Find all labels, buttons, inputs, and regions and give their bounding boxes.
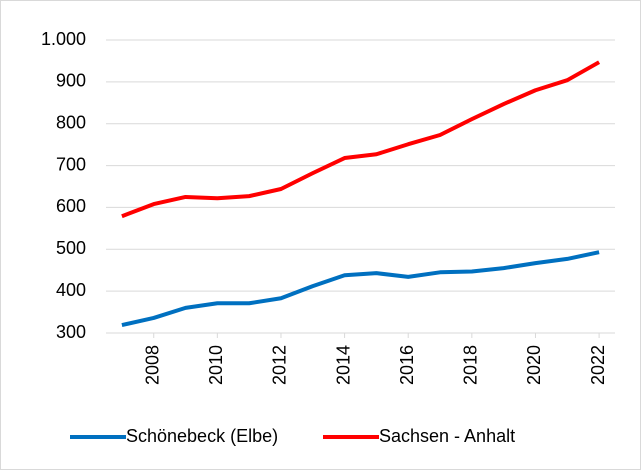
x-tick-label: 2014 bbox=[333, 345, 353, 385]
x-tick-label: 2010 bbox=[206, 345, 226, 385]
x-tick-label: 2012 bbox=[270, 345, 290, 385]
y-tick-label: 900 bbox=[56, 71, 86, 91]
x-tick-label: 2008 bbox=[142, 345, 162, 385]
legend-label: Schönebeck (Elbe) bbox=[126, 426, 278, 446]
x-tick-label: 2018 bbox=[461, 345, 481, 385]
y-tick-label: 300 bbox=[56, 322, 86, 342]
x-tick-label: 2020 bbox=[524, 345, 544, 385]
y-tick-label: 600 bbox=[56, 196, 86, 216]
y-tick-label: 500 bbox=[56, 238, 86, 258]
series-line bbox=[121, 60, 601, 219]
x-tick-label: 2016 bbox=[397, 345, 417, 385]
y-tick-label: 400 bbox=[56, 280, 86, 300]
y-tick-label: 700 bbox=[56, 154, 86, 174]
y-tick-label: 800 bbox=[56, 112, 86, 132]
series-line bbox=[121, 250, 600, 327]
y-tick-label: 1.000 bbox=[41, 29, 86, 49]
legend-label: Sachsen - Anhalt bbox=[379, 426, 515, 446]
x-tick-label: 2022 bbox=[588, 345, 608, 385]
